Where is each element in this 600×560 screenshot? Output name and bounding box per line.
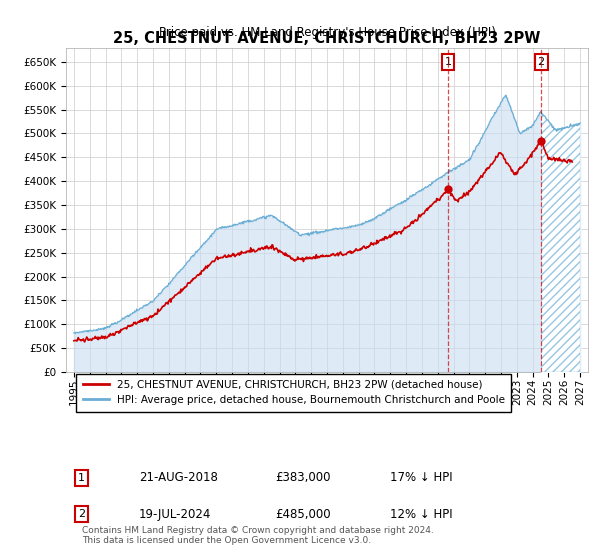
- Text: 19-JUL-2024: 19-JUL-2024: [139, 508, 211, 521]
- Text: 1: 1: [445, 57, 451, 67]
- Text: 1: 1: [78, 473, 85, 483]
- Legend: 25, CHESTNUT AVENUE, CHRISTCHURCH, BH23 2PW (detached house), HPI: Average price: 25, CHESTNUT AVENUE, CHRISTCHURCH, BH23 …: [76, 374, 511, 412]
- Title: 25, CHESTNUT AVENUE, CHRISTCHURCH, BH23 2PW: 25, CHESTNUT AVENUE, CHRISTCHURCH, BH23 …: [113, 31, 541, 46]
- Text: 2: 2: [78, 509, 85, 519]
- Text: 17% ↓ HPI: 17% ↓ HPI: [389, 472, 452, 484]
- Text: 12% ↓ HPI: 12% ↓ HPI: [389, 508, 452, 521]
- Text: 2: 2: [538, 57, 545, 67]
- Text: £485,000: £485,000: [275, 508, 331, 521]
- Text: 21-AUG-2018: 21-AUG-2018: [139, 472, 218, 484]
- Text: £383,000: £383,000: [275, 472, 331, 484]
- Text: Price paid vs. HM Land Registry's House Price Index (HPI): Price paid vs. HM Land Registry's House …: [158, 26, 496, 40]
- Text: Contains HM Land Registry data © Crown copyright and database right 2024.
This d: Contains HM Land Registry data © Crown c…: [82, 526, 433, 545]
